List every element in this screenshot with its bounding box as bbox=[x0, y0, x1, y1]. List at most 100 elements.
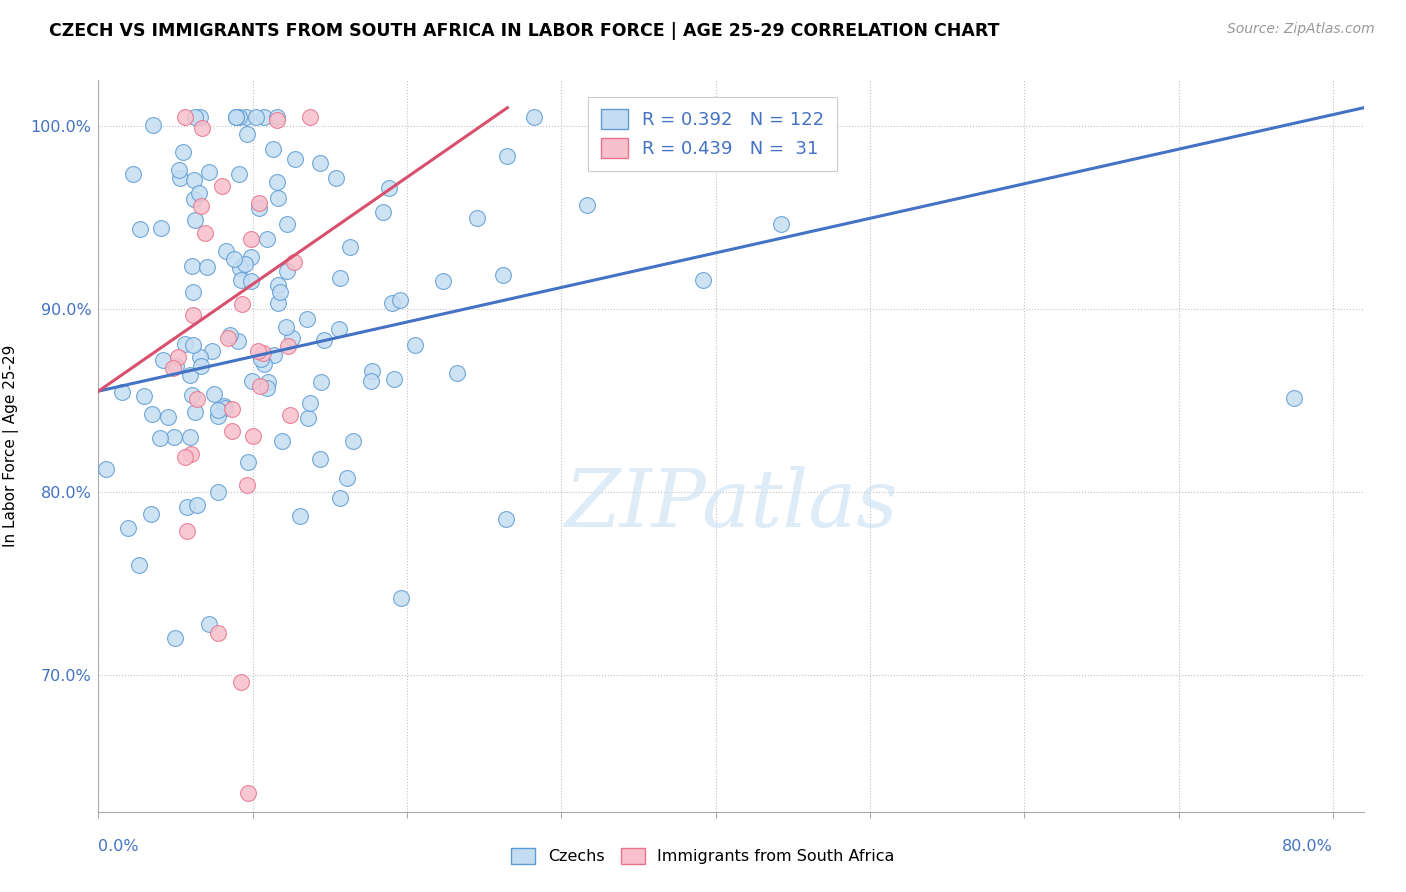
Legend: R = 0.392   N = 122, R = 0.439   N =  31: R = 0.392 N = 122, R = 0.439 N = 31 bbox=[588, 96, 837, 170]
Point bbox=[128, 558, 150, 573]
Point bbox=[231, 675, 253, 690]
Point bbox=[163, 430, 186, 444]
Point bbox=[188, 110, 211, 124]
Point bbox=[190, 359, 212, 373]
Point bbox=[238, 455, 260, 469]
Point bbox=[221, 401, 243, 416]
Point bbox=[297, 411, 319, 425]
Point bbox=[692, 273, 714, 287]
Point bbox=[328, 322, 350, 336]
Point bbox=[245, 110, 267, 124]
Point bbox=[576, 198, 599, 212]
Point bbox=[183, 192, 205, 206]
Point bbox=[266, 110, 288, 124]
Point bbox=[523, 110, 546, 124]
Point bbox=[150, 221, 173, 235]
Point bbox=[228, 168, 250, 182]
Point bbox=[229, 273, 252, 287]
Point bbox=[229, 261, 252, 276]
Point bbox=[446, 367, 468, 381]
Point bbox=[122, 167, 145, 181]
Point bbox=[309, 451, 332, 466]
Point bbox=[128, 222, 150, 236]
Point bbox=[165, 359, 187, 373]
Point bbox=[276, 264, 298, 278]
Point bbox=[202, 387, 225, 401]
Point bbox=[111, 384, 134, 399]
Point bbox=[257, 375, 280, 389]
Point bbox=[225, 110, 247, 124]
Point bbox=[186, 498, 208, 512]
Point bbox=[253, 110, 276, 124]
Point bbox=[142, 118, 165, 132]
Point bbox=[197, 260, 219, 274]
Point bbox=[224, 252, 246, 266]
Point bbox=[180, 388, 202, 402]
Point bbox=[262, 142, 284, 156]
Point bbox=[432, 274, 454, 288]
Point bbox=[188, 350, 211, 364]
Point bbox=[325, 170, 347, 185]
Point bbox=[274, 319, 297, 334]
Point bbox=[207, 485, 229, 500]
Point bbox=[231, 297, 253, 311]
Point bbox=[217, 331, 239, 345]
Point bbox=[167, 163, 190, 178]
Point bbox=[187, 186, 209, 200]
Point bbox=[276, 217, 298, 231]
Point bbox=[179, 368, 201, 382]
Point bbox=[1284, 391, 1306, 405]
Point bbox=[239, 232, 262, 246]
Point bbox=[226, 334, 249, 348]
Point bbox=[198, 616, 221, 631]
Point bbox=[266, 176, 288, 190]
Point bbox=[180, 448, 202, 462]
Point bbox=[280, 409, 302, 423]
Point bbox=[221, 424, 243, 438]
Point bbox=[139, 507, 162, 521]
Point bbox=[271, 434, 294, 448]
Point bbox=[183, 172, 205, 186]
Point bbox=[163, 632, 186, 646]
Point bbox=[141, 407, 163, 421]
Point bbox=[284, 153, 307, 167]
Point bbox=[235, 110, 257, 124]
Point bbox=[169, 171, 191, 186]
Point bbox=[267, 295, 290, 310]
Point bbox=[252, 345, 274, 359]
Point bbox=[288, 509, 311, 524]
Point bbox=[212, 399, 235, 413]
Point bbox=[465, 211, 488, 225]
Point bbox=[371, 205, 394, 219]
Point bbox=[211, 178, 233, 193]
Legend: Czechs, Immigrants from South Africa: Czechs, Immigrants from South Africa bbox=[505, 841, 901, 871]
Text: Source: ZipAtlas.com: Source: ZipAtlas.com bbox=[1227, 22, 1375, 37]
Point bbox=[180, 259, 202, 273]
Y-axis label: In Labor Force | Age 25-29: In Labor Force | Age 25-29 bbox=[3, 345, 20, 547]
Point bbox=[134, 389, 156, 403]
Point bbox=[250, 351, 273, 366]
Point bbox=[214, 401, 236, 415]
Point bbox=[190, 199, 212, 213]
Text: 80.0%: 80.0% bbox=[1282, 838, 1333, 854]
Point bbox=[236, 478, 259, 492]
Point bbox=[266, 113, 288, 128]
Point bbox=[183, 110, 205, 124]
Point bbox=[181, 338, 204, 352]
Point bbox=[388, 293, 411, 308]
Point bbox=[269, 285, 291, 299]
Point bbox=[215, 244, 238, 259]
Point bbox=[207, 625, 229, 640]
Point bbox=[360, 364, 382, 378]
Point bbox=[381, 296, 404, 310]
Point bbox=[329, 491, 352, 506]
Point bbox=[242, 428, 264, 442]
Point bbox=[299, 110, 322, 124]
Point bbox=[198, 165, 221, 179]
Point bbox=[166, 350, 188, 364]
Point bbox=[218, 327, 240, 342]
Point bbox=[283, 255, 305, 269]
Point bbox=[308, 156, 330, 170]
Text: CZECH VS IMMIGRANTS FROM SOUTH AFRICA IN LABOR FORCE | AGE 25-29 CORRELATION CHA: CZECH VS IMMIGRANTS FROM SOUTH AFRICA IN… bbox=[49, 22, 1000, 40]
Text: 0.0%: 0.0% bbox=[98, 838, 139, 854]
